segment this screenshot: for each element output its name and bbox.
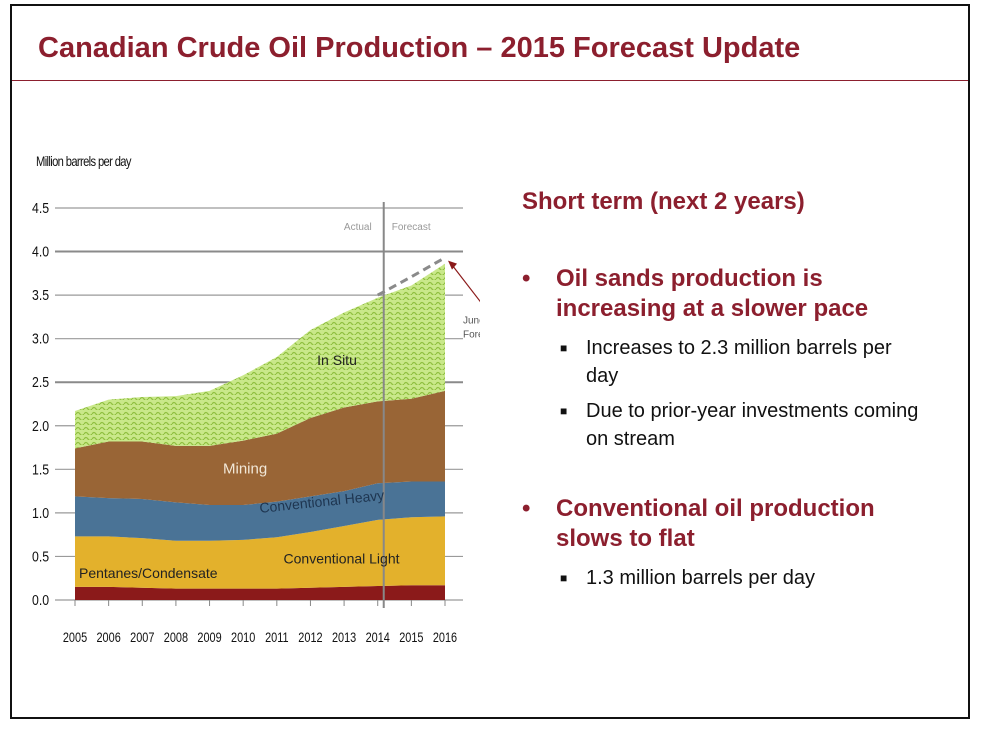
y-tick-label-4.5: 4.5 [32,200,49,216]
series-label-in-situ: In Situ [317,352,357,368]
x-tick-label-2013: 2013 [332,630,356,646]
production-chart: Actual Forecast June 2014 Forecast Pentanes/… [32,200,480,645]
square-bullet-icon: ■ [560,341,568,355]
area-conventional-heavy [75,481,445,541]
y-tick-label-1.5: 1.5 [32,461,49,477]
y-tick-label-2.5: 2.5 [32,374,49,390]
x-tick-label-2015: 2015 [399,630,423,646]
sub-bullet-flat: ■ 1.3 million barrels per day [556,564,926,592]
y-tick-label-2.0: 2.0 [32,418,49,434]
forecast-label: Forecast [392,222,431,233]
x-tick-label-2012: 2012 [298,630,322,646]
bullet-conventional: • Conventional oil production slows to f… [522,494,932,554]
x-tick-label-2005: 2005 [63,630,87,646]
y-tick-label-0.0: 0.0 [32,592,49,608]
series-label-pentanes-condensate: Pentanes/Condensate [79,565,218,581]
y-tick-label-1.0: 1.0 [32,505,49,521]
area-layer [75,263,445,600]
axis-layer: 0.0 0.5 1.0 1.5 2.0 2.5 3.0 3.5 4.0 4.5 2005 2006 20… [32,200,457,645]
x-tick-label-2011: 2011 [265,630,288,646]
square-bullet-icon: ■ [560,404,568,418]
series-label-conventional-light: Conventional Light [284,550,400,566]
actual-label: Actual [344,222,372,233]
x-tick-label-2010: 2010 [231,630,255,646]
series-label-mining: Mining [223,461,267,478]
y-tick-label-3.5: 3.5 [32,287,49,303]
bullet-dot-icon: • [522,265,531,292]
square-bullet-icon: ■ [560,571,568,585]
area-conventional-light [75,516,445,589]
y-axis-label: Million barrels per day [36,153,131,169]
x-tick-label-2008: 2008 [164,630,188,646]
x-tick-label-2014: 2014 [366,630,390,646]
x-tick-label-2009: 2009 [197,630,221,646]
area-mining [75,390,445,506]
x-tick-label-2006: 2006 [96,630,120,646]
bullet-dot-icon: • [522,495,531,522]
sub-bullet-increase-text: Increases to 2.3 million barrels per day [586,337,892,387]
bullet-oil-sands-text: Oil sands production is increasing at a … [556,265,869,322]
slide-title: Canadian Crude Oil Production – 2015 For… [38,32,801,64]
summary-panel: Short term (next 2 years) [522,188,942,216]
short-term-heading: Short term (next 2 years) [522,188,805,215]
arrow-head-icon [448,260,457,270]
sub-bullet-investments: ■ Due to prior-year investments coming o… [556,397,926,453]
title-bar: Canadian Crude Oil Production – 2015 For… [12,6,968,81]
y-tick-label-0.5: 0.5 [32,548,49,564]
sub-bullet-increase: ■ Increases to 2.3 million barrels per d… [556,334,926,390]
previous-forecast-label-line1: June 2014 [463,316,480,327]
y-tick-label-4.0: 4.0 [32,243,49,259]
sub-bullet-investments-text: Due to prior-year investments coming on … [586,400,919,450]
bullet-oil-sands: • Oil sands production is increasing at … [522,264,932,324]
bullet-conventional-text: Conventional oil production slows to fla… [556,495,875,552]
forecast-arrow [450,263,480,303]
area-pentanes-condensate [75,585,445,600]
x-tick-label-2007: 2007 [130,630,154,646]
x-tick-label-2016: 2016 [433,630,457,646]
sub-bullet-flat-text: 1.3 million barrels per day [586,567,815,589]
area-in-situ [75,263,445,449]
slide-frame: Canadian Crude Oil Production – 2015 For… [10,4,970,719]
y-tick-label-3.0: 3.0 [32,331,49,347]
previous-forecast-label-line2: Forecast [463,330,480,341]
